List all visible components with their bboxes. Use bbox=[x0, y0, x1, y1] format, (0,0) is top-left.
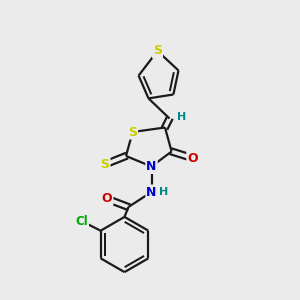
Text: Cl: Cl bbox=[75, 214, 88, 228]
Text: O: O bbox=[187, 152, 198, 165]
Text: H: H bbox=[178, 112, 187, 122]
Text: S: S bbox=[100, 158, 109, 171]
Text: H: H bbox=[160, 187, 169, 197]
Text: S: S bbox=[128, 125, 137, 139]
Text: S: S bbox=[153, 44, 162, 58]
Text: N: N bbox=[146, 160, 157, 173]
Text: O: O bbox=[102, 192, 112, 205]
Text: N: N bbox=[146, 185, 157, 199]
